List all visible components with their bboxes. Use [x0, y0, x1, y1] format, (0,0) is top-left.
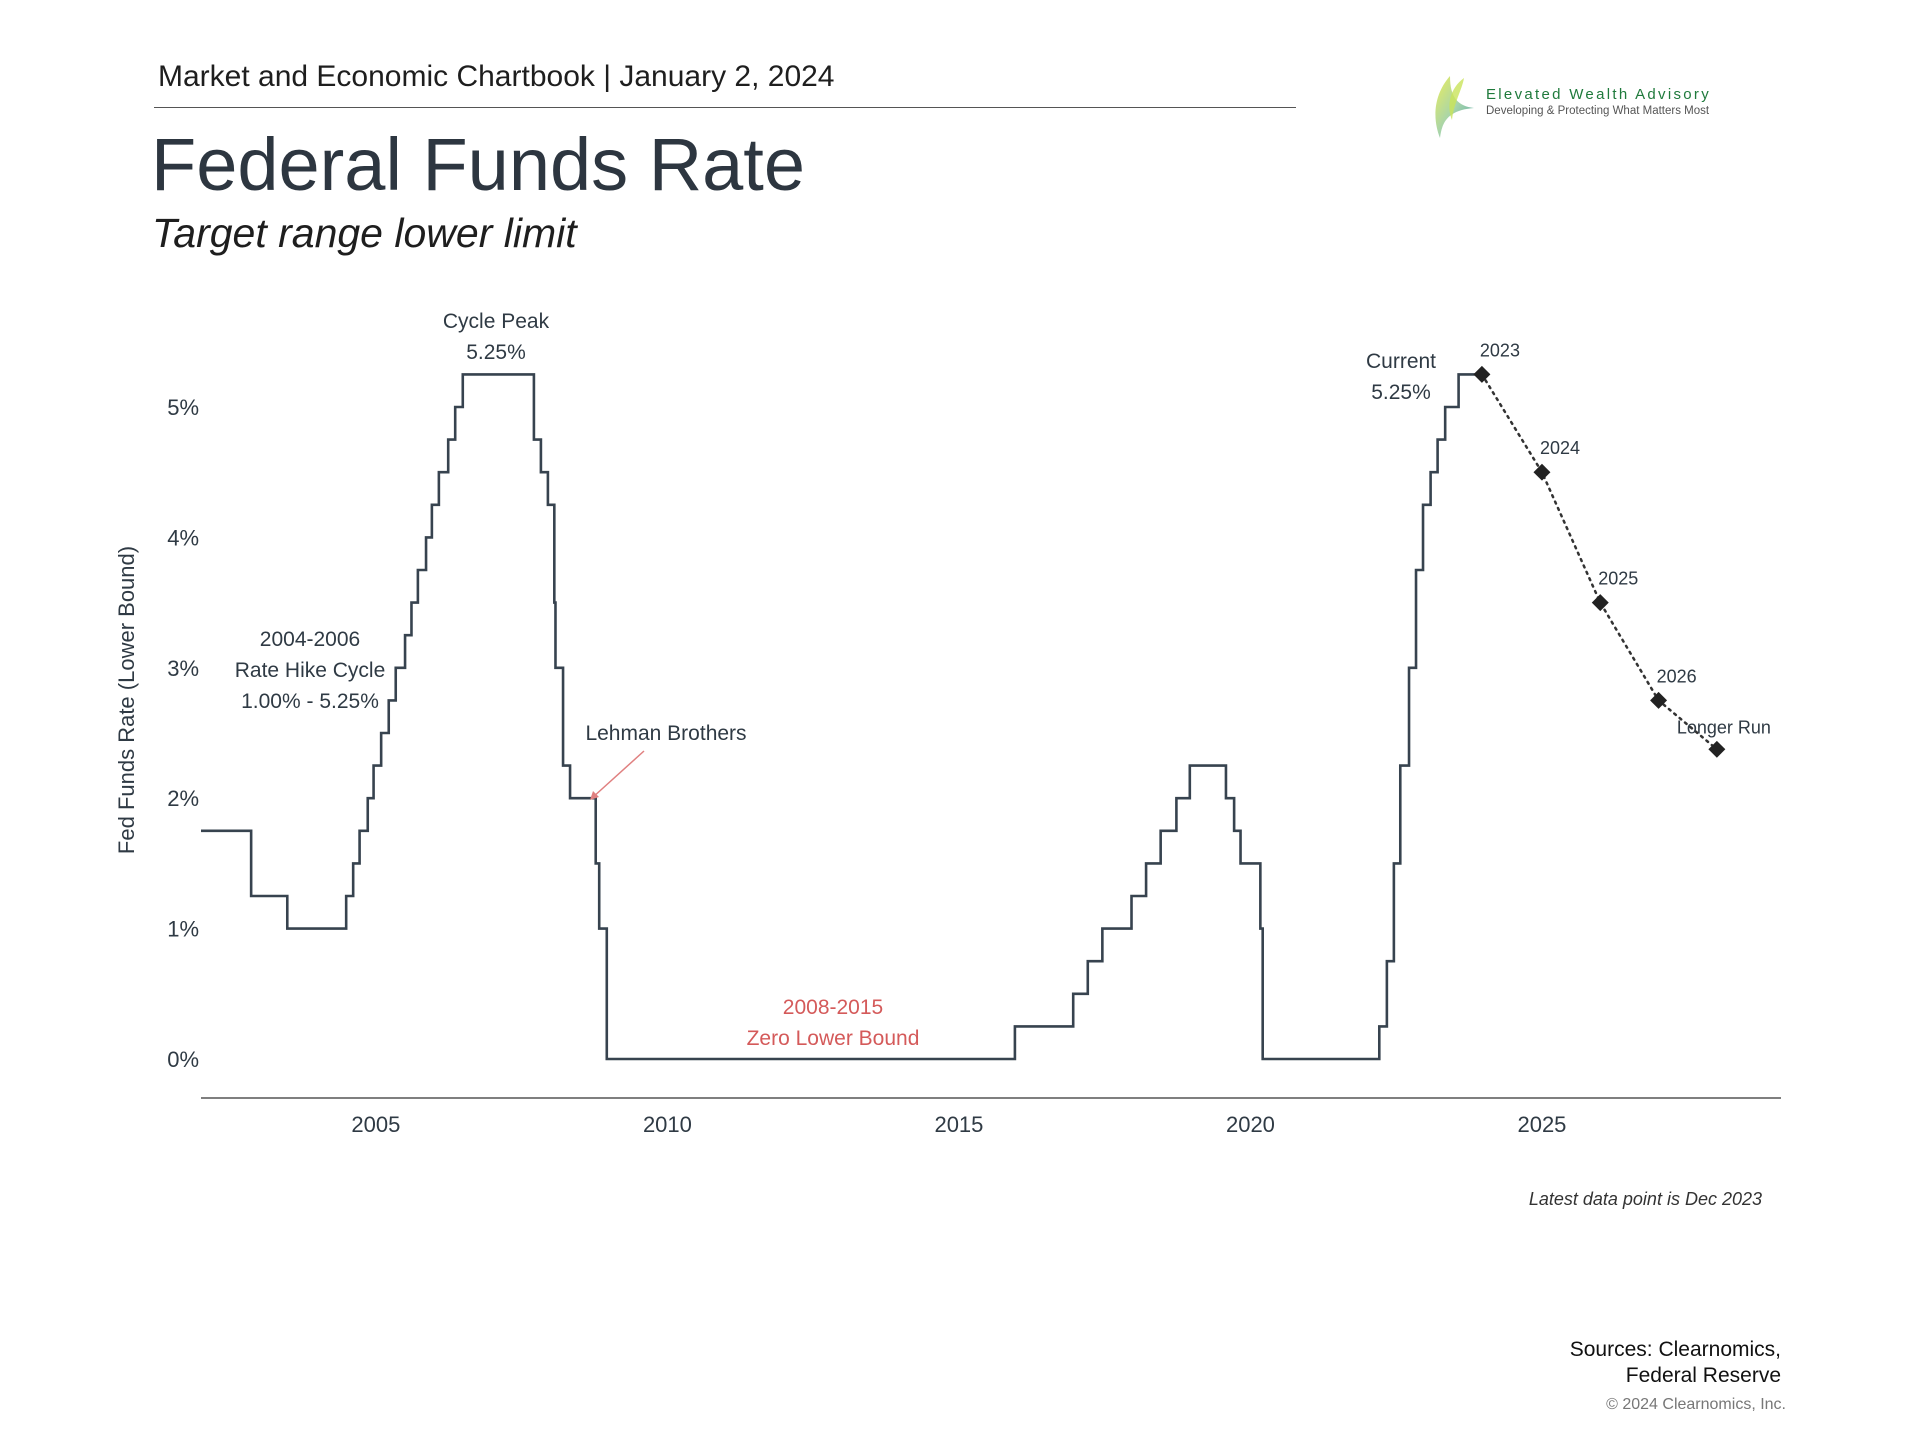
y-tick-label: 0% [167, 1047, 199, 1072]
y-axis-label: Fed Funds Rate (Lower Bound) [114, 546, 139, 854]
logo-leaf-icon [1435, 76, 1474, 138]
x-tick-label: 2005 [351, 1112, 400, 1137]
annotation-text: 5.25% [466, 341, 526, 364]
annotation-text: 2004-2006 [260, 628, 360, 651]
projection-marker [1650, 691, 1668, 709]
projection-marker [1473, 365, 1491, 383]
projection-label: 2023 [1480, 340, 1520, 360]
annotation-text: Rate Hike Cycle [235, 659, 386, 682]
lehman-arrow [591, 750, 645, 799]
x-tick-label: 2010 [643, 1112, 692, 1137]
annotation-text: Zero Lower Bound [747, 1027, 920, 1050]
projection-marker [1591, 594, 1609, 612]
page-subtitle: Target range lower limit [152, 210, 577, 256]
y-tick-label: 4% [167, 525, 199, 550]
projection-marker [1708, 740, 1726, 758]
sources-line-1: Sources: Clearnomics, [1569, 1338, 1781, 1361]
projection-label: 2024 [1540, 438, 1580, 458]
annotation-text: 5.25% [1371, 381, 1431, 404]
annotation-text: Cycle Peak [443, 310, 550, 333]
annotation-text: 2008-2015 [783, 996, 883, 1019]
annotation-text: 1.00% - 5.25% [241, 690, 379, 713]
x-tick-label: 2020 [1226, 1112, 1275, 1137]
logo-name: Elevated Wealth Advisory [1486, 86, 1712, 103]
projection-dotted-line [1480, 373, 1719, 751]
annotation-text: Lehman Brothers [585, 722, 746, 745]
y-tick-label: 5% [167, 395, 199, 420]
chartbook-header: Market and Economic Chartbook | January … [158, 60, 835, 93]
y-tick-label: 1% [167, 917, 199, 942]
fed-funds-step-line [201, 373, 1482, 1061]
y-tick-label: 2% [167, 786, 199, 811]
sources: Sources: Clearnomics, Federal Reserve [1570, 1337, 1781, 1389]
page-title: Federal Funds Rate [151, 123, 806, 206]
y-tick-label: 3% [167, 656, 199, 681]
x-tick-label: 2015 [934, 1112, 983, 1137]
projection-label: 2026 [1657, 666, 1697, 686]
lehman-arrow-head [590, 791, 599, 800]
projection-label: 2025 [1598, 569, 1638, 589]
copyright: © 2024 Clearnomics, Inc. [1606, 1396, 1786, 1413]
logo-tagline: Developing & Protecting What Matters Mos… [1486, 105, 1710, 117]
annotation-text: Current [1366, 350, 1436, 373]
x-tick-label: 2025 [1517, 1112, 1566, 1137]
projection-label: Longer Run [1677, 717, 1771, 737]
sources-line-2: Federal Reserve [1625, 1364, 1781, 1387]
header-divider [154, 107, 1296, 108]
projection-marker [1533, 463, 1551, 481]
latest-data-note: Latest data point is Dec 2023 [1528, 1189, 1762, 1209]
